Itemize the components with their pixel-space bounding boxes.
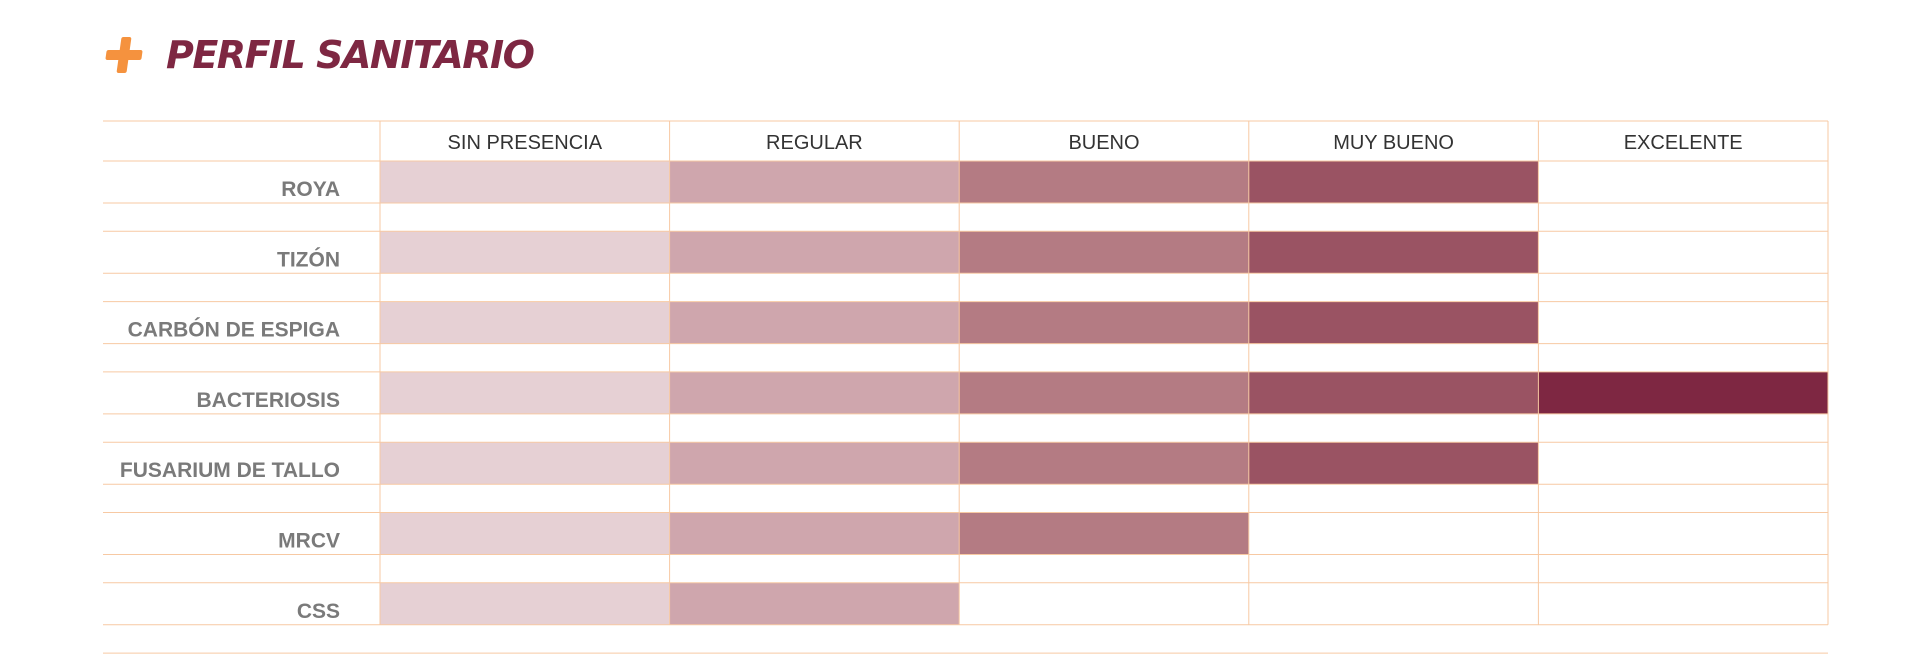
bar-segment [1248, 161, 1539, 203]
column-label: MUY BUENO [1333, 132, 1454, 154]
labels-layer: SIN PRESENCIA REGULAR BUENO MUY BUENO EXCELE… [120, 132, 1743, 623]
row-label: CARBÓN DE ESPIGA [128, 318, 340, 342]
bar-segment [669, 512, 960, 555]
bar-segment [959, 231, 1249, 274]
bar-segment [959, 371, 1249, 414]
bar-segment [669, 442, 960, 485]
bar-segment [380, 442, 670, 485]
column-label: EXCELENTE [1624, 132, 1743, 154]
bar-segment [1248, 442, 1539, 485]
bar-segment [959, 161, 1249, 203]
page-title: PERFIL SANITARIO [166, 33, 535, 77]
bar-segment [380, 231, 670, 274]
row-label: FUSARIUM DE TALLO [120, 459, 340, 482]
bar-segment [1248, 231, 1539, 274]
row-label: BACTERIOSIS [196, 389, 340, 412]
row-label: ROYA [281, 178, 340, 201]
bar-segment [669, 161, 960, 203]
bar-segment [959, 301, 1249, 344]
bar-segment [959, 442, 1249, 485]
grid-layer [103, 120, 1829, 654]
bar-segment [380, 512, 670, 555]
bar-segment [380, 371, 670, 414]
column-label: SIN PRESENCIA [448, 132, 603, 154]
bar-segment [1538, 371, 1828, 414]
bar-segment [380, 301, 670, 344]
bar-segment [1248, 301, 1539, 344]
bar-segment [669, 301, 960, 344]
bars-layer [380, 161, 1828, 625]
column-label: BUENO [1068, 132, 1139, 154]
bar-segment [669, 371, 960, 414]
bar-segment [380, 161, 670, 203]
bar-segment [959, 512, 1249, 555]
bar-segment [669, 231, 960, 274]
column-label: REGULAR [766, 132, 863, 154]
bar-segment [380, 582, 670, 625]
bar-segment [1248, 371, 1539, 414]
row-label: TIZÓN [277, 247, 340, 271]
header: PERFIL SANITARIO [105, 30, 535, 80]
row-label: MRCV [278, 530, 340, 553]
row-label: CSS [297, 600, 340, 623]
bar-segment [669, 582, 960, 625]
